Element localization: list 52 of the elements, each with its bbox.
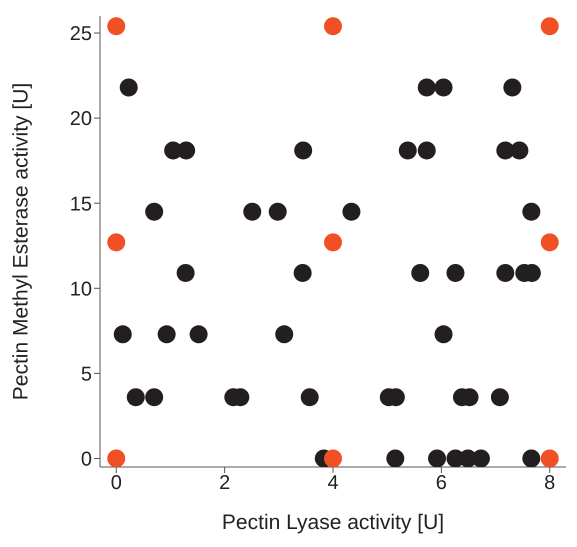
point	[114, 325, 132, 344]
point	[428, 449, 446, 467]
point	[294, 264, 312, 282]
point	[503, 78, 522, 96]
point	[275, 325, 294, 344]
y-tick-label: 15	[70, 193, 92, 216]
x-tick-label: 8	[544, 472, 556, 494]
point	[324, 233, 342, 252]
x-tick-label: 4	[327, 472, 339, 494]
point	[496, 264, 514, 282]
x-axis-title: Pectin Lyase activity [U]	[222, 511, 444, 534]
point	[294, 141, 312, 160]
point	[190, 325, 208, 344]
point	[300, 388, 319, 406]
x-tick-label: 0	[110, 472, 122, 494]
point	[540, 449, 559, 467]
point	[324, 17, 342, 36]
y-tick-label: 5	[80, 363, 92, 386]
x-tick-label: 6	[436, 472, 447, 494]
point	[386, 449, 404, 467]
point	[176, 264, 195, 282]
point	[540, 233, 559, 252]
point	[418, 141, 436, 160]
point	[490, 388, 509, 406]
point	[411, 264, 430, 282]
point	[107, 17, 126, 36]
y-tick-label: 0	[80, 448, 92, 471]
point	[446, 264, 464, 282]
point	[126, 388, 145, 406]
y-axis-title: Pectin Methyl Esterase activity [U]	[9, 82, 32, 400]
point	[510, 141, 528, 160]
point	[418, 78, 436, 96]
point	[243, 202, 262, 221]
point	[540, 17, 559, 36]
point	[434, 78, 453, 96]
point	[398, 141, 417, 160]
point	[434, 325, 453, 344]
point	[522, 449, 540, 467]
point	[268, 202, 287, 221]
x-tick-label: 2	[219, 472, 230, 494]
y-tick-label: 25	[70, 23, 92, 46]
point	[145, 388, 164, 406]
point	[342, 202, 360, 221]
point	[158, 325, 176, 344]
y-tick-label: 10	[70, 278, 92, 300]
point	[324, 449, 342, 467]
point	[145, 202, 164, 221]
point	[107, 449, 126, 467]
y-tick-label: 20	[70, 108, 92, 130]
point	[107, 233, 126, 252]
point	[522, 202, 540, 221]
point	[120, 78, 138, 96]
